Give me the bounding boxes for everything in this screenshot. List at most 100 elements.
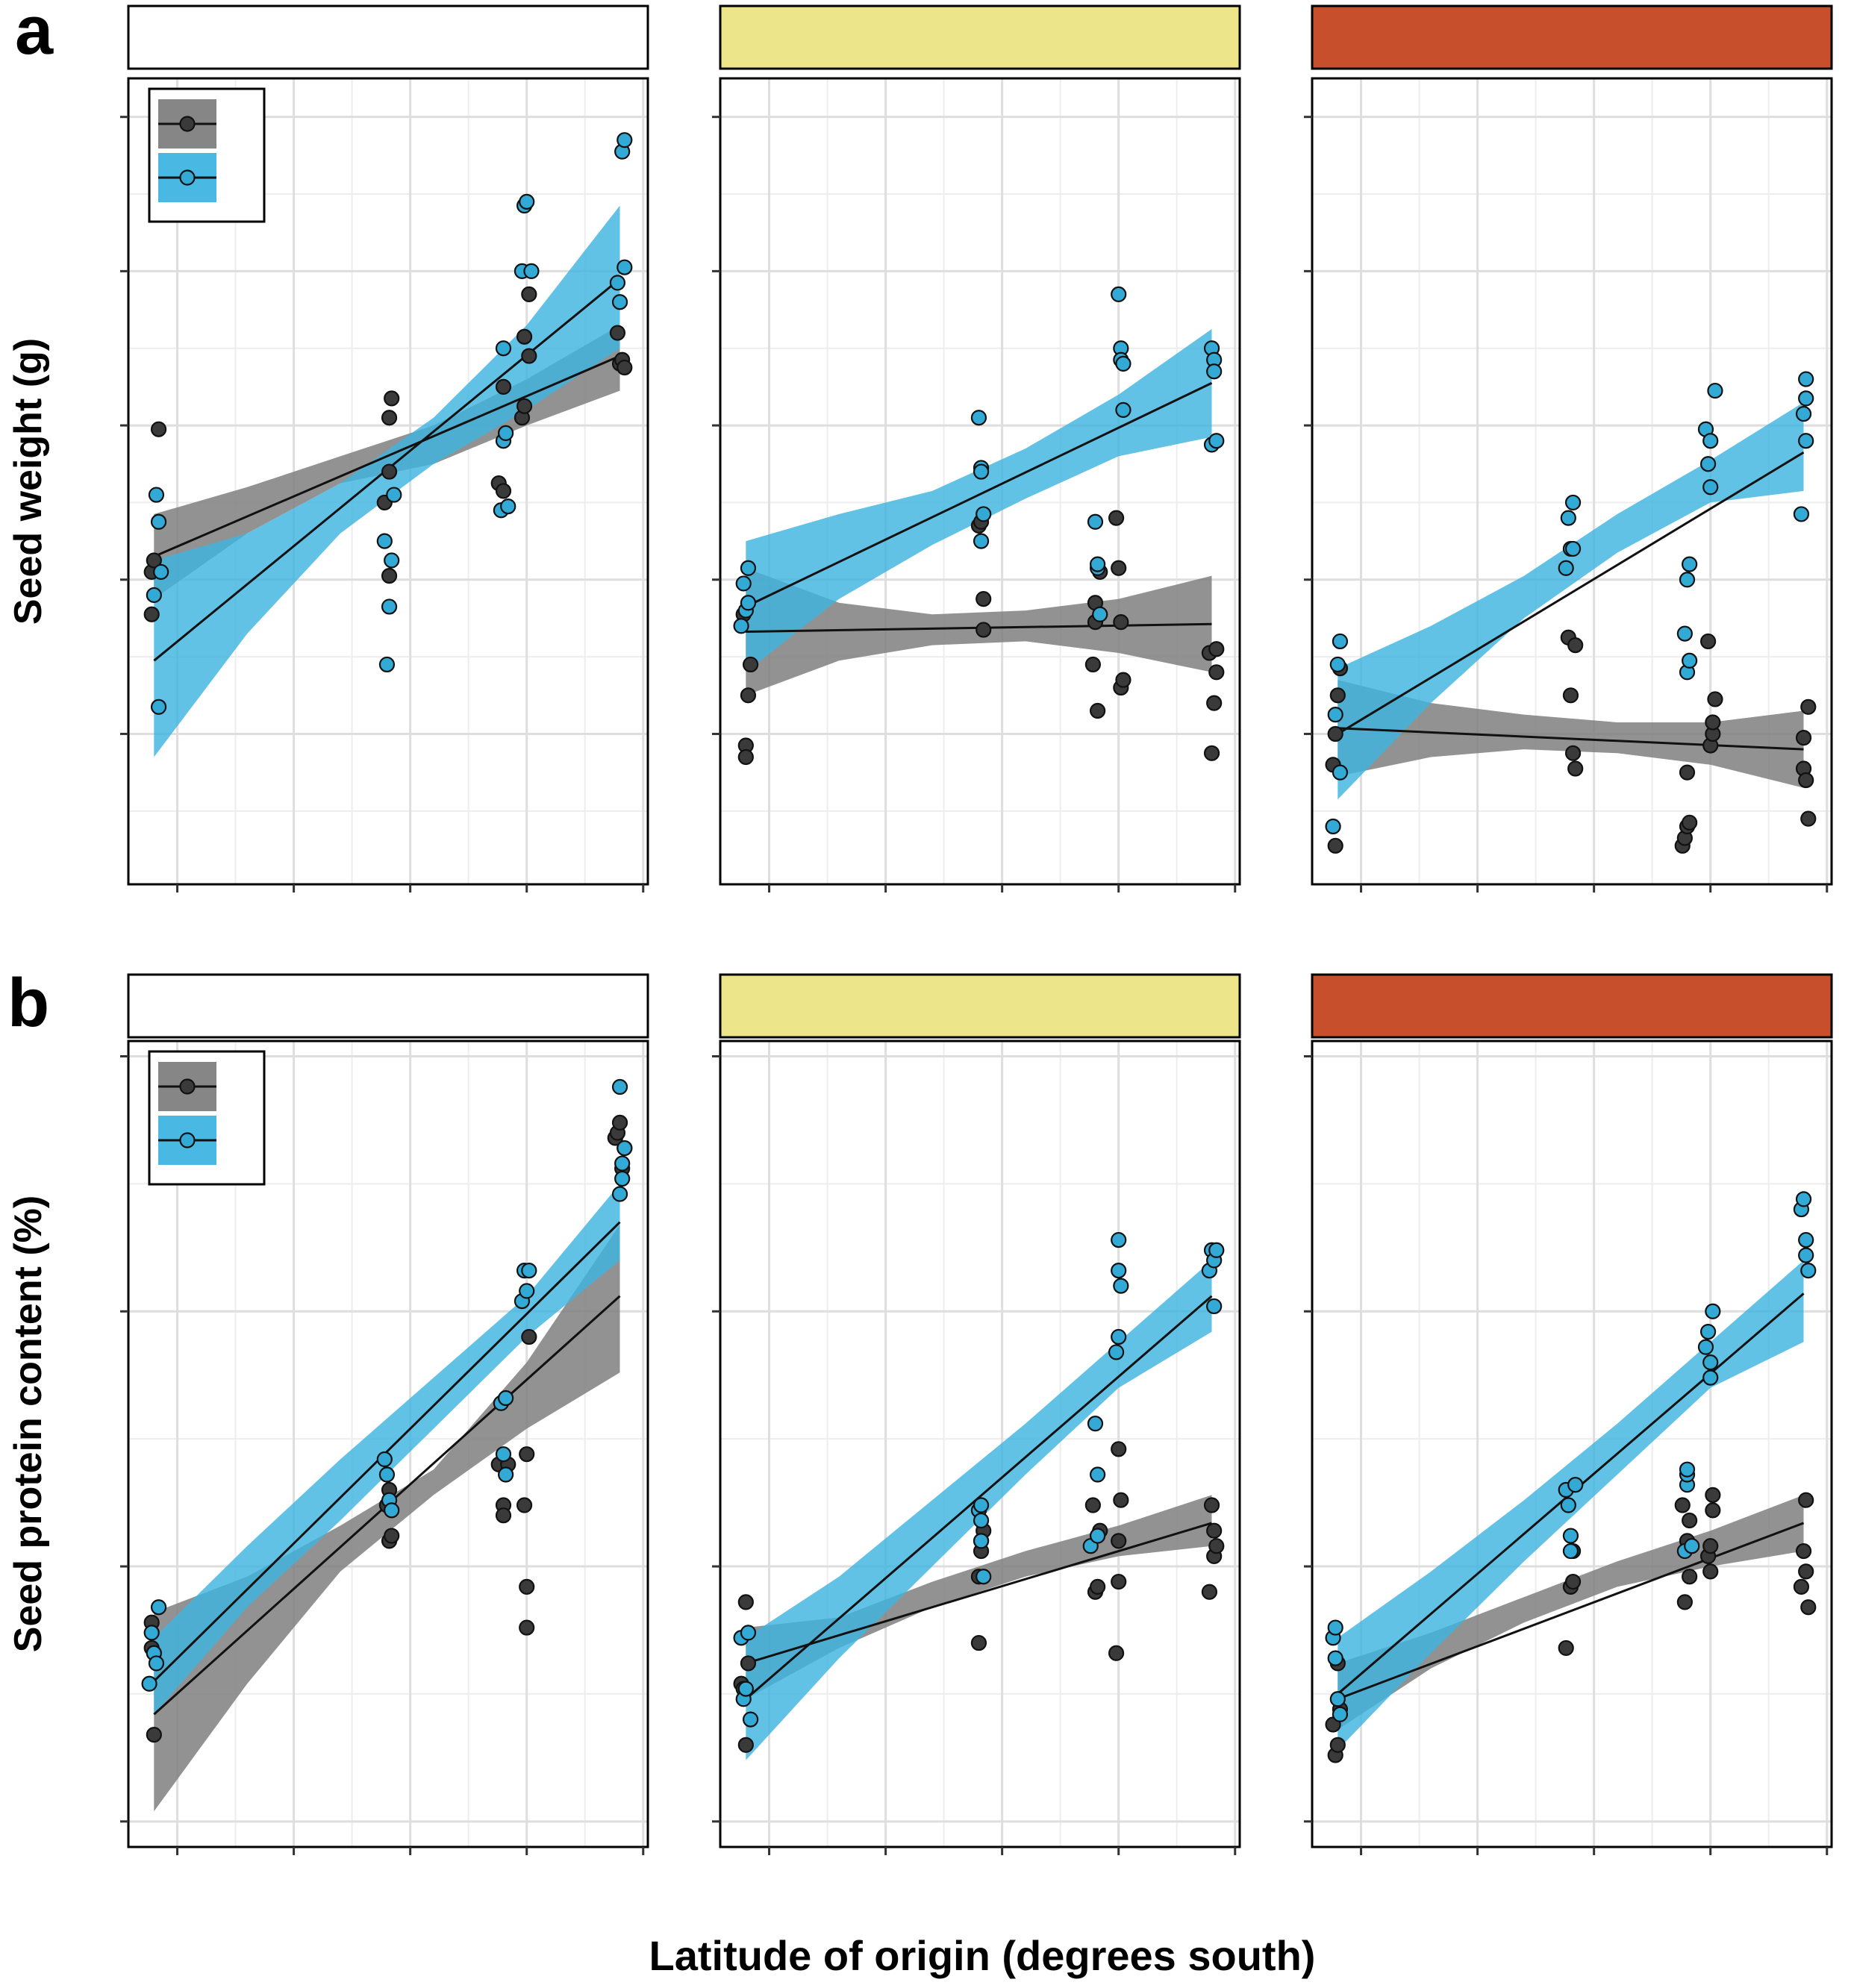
- data-point-eplus: [970, 410, 987, 426]
- data-point-eminus: [1329, 687, 1346, 704]
- data-point-eplus: [523, 263, 540, 279]
- data-point-eplus: [1795, 405, 1812, 422]
- data-point-eminus: [737, 1737, 754, 1753]
- data-point-eplus: [1702, 1369, 1719, 1386]
- data-point-eplus: [150, 698, 167, 715]
- data-point-eminus: [1705, 714, 1721, 731]
- row-label-a: a: [15, 0, 54, 69]
- data-point-eminus: [1798, 1492, 1814, 1508]
- data-point-eplus: [617, 1140, 633, 1157]
- regression-line-eplus: [745, 381, 1213, 608]
- data-point-eminus: [381, 568, 398, 584]
- facet-strip: [127, 4, 649, 70]
- data-point-eminus: [1111, 1573, 1127, 1590]
- data-point-eminus: [519, 1446, 535, 1463]
- regression-line-eminus: [745, 1522, 1212, 1665]
- data-point-eminus: [1203, 1497, 1220, 1513]
- data-point-eminus: [1206, 1522, 1223, 1539]
- data-point-eplus: [376, 1451, 393, 1468]
- data-point-eminus: [1798, 1563, 1814, 1580]
- data-point-eminus: [1090, 1578, 1106, 1595]
- data-point-eplus: [378, 656, 396, 673]
- data-point-eminus: [611, 1114, 628, 1131]
- data-point-eplus: [1564, 494, 1582, 511]
- data-point-eminus: [1564, 1573, 1582, 1590]
- data-point-eplus: [1798, 371, 1814, 387]
- legend-key-point: [179, 169, 196, 186]
- data-point-eplus: [1206, 1298, 1223, 1315]
- facet-strip: [719, 4, 1241, 70]
- data-point-eminus: [1567, 637, 1584, 654]
- data-point-eplus: [150, 1599, 167, 1616]
- data-point-eplus: [611, 1186, 628, 1202]
- data-point-eplus: [1702, 479, 1719, 496]
- data-point-eplus: [740, 560, 757, 576]
- data-point-eplus: [1087, 1416, 1104, 1432]
- y-axis-label-seed-protein: Seed protein content (%): [7, 1195, 50, 1652]
- data-point-eminus: [1113, 1492, 1129, 1508]
- data-point-eplus: [976, 1569, 992, 1585]
- data-point-eplus: [1562, 1528, 1579, 1544]
- regression-line-eplus: [745, 1295, 1213, 1700]
- confidence-band-eminus: [154, 1225, 620, 1812]
- data-point-eminus: [1800, 810, 1817, 827]
- data-point-eplus: [1564, 540, 1582, 557]
- data-point-eplus: [1705, 1303, 1721, 1319]
- data-point-eplus: [498, 425, 514, 442]
- data-point-eplus: [1699, 456, 1717, 472]
- data-point-eminus: [146, 1727, 162, 1743]
- data-point-eplus: [1206, 363, 1223, 380]
- data-point-eplus: [614, 1155, 631, 1172]
- data-point-eplus: [150, 513, 167, 530]
- data-point-eplus: [1325, 818, 1341, 835]
- data-point-eplus: [1793, 506, 1810, 522]
- data-point-eminus: [381, 410, 398, 426]
- data-point-eplus: [498, 1466, 514, 1483]
- data-point-eminus: [1564, 745, 1582, 761]
- data-point-eplus: [1327, 1619, 1343, 1636]
- data-point-eplus: [386, 487, 402, 503]
- data-point-eplus: [976, 506, 992, 522]
- data-point-eminus: [1111, 1441, 1127, 1457]
- data-point-eplus: [1329, 656, 1346, 673]
- data-point-eplus: [148, 1655, 165, 1672]
- data-point-eplus: [614, 1170, 631, 1187]
- data-point-eplus: [381, 598, 398, 615]
- plot-background: [1312, 1041, 1832, 1847]
- panel-b-1: [120, 973, 649, 1855]
- data-point-eplus: [1682, 652, 1698, 669]
- data-point-eplus: [498, 1390, 514, 1407]
- data-point-eplus: [611, 1078, 628, 1095]
- data-point-eplus: [143, 1625, 160, 1641]
- panel-a-1: [120, 4, 649, 893]
- data-point-eminus: [1329, 1737, 1346, 1753]
- facet-strip: [1311, 973, 1833, 1039]
- data-point-eplus: [1679, 572, 1696, 588]
- data-point-eplus: [1108, 1344, 1125, 1360]
- data-point-eminus: [1084, 656, 1101, 673]
- data-point-eminus: [1203, 745, 1220, 761]
- data-point-eplus: [1558, 560, 1574, 576]
- data-point-eminus: [1111, 1533, 1127, 1549]
- plot-background: [720, 1041, 1240, 1847]
- data-point-eminus: [1705, 1487, 1721, 1503]
- data-point-eplus: [153, 563, 169, 581]
- legend-key-point: [179, 116, 196, 132]
- data-point-eminus: [976, 591, 992, 607]
- data-point-eplus: [609, 275, 626, 291]
- data-point-eplus: [521, 1262, 537, 1279]
- panel-border: [1311, 77, 1833, 886]
- data-point-eminus: [1208, 641, 1225, 657]
- data-point-eminus: [146, 552, 162, 569]
- data-point-eminus: [1795, 1542, 1812, 1560]
- x-axis-label: Latitude of origin (degrees south): [649, 1932, 1316, 1979]
- data-point-eplus: [1684, 1538, 1700, 1554]
- data-point-eminus: [1208, 664, 1225, 681]
- data-point-eminus: [1674, 1497, 1691, 1513]
- panel-b-3: [1304, 973, 1833, 1855]
- data-point-eplus: [1115, 355, 1131, 372]
- data-point-eminus: [516, 328, 533, 345]
- panels: [120, 4, 1833, 1855]
- data-point-eminus: [516, 398, 533, 414]
